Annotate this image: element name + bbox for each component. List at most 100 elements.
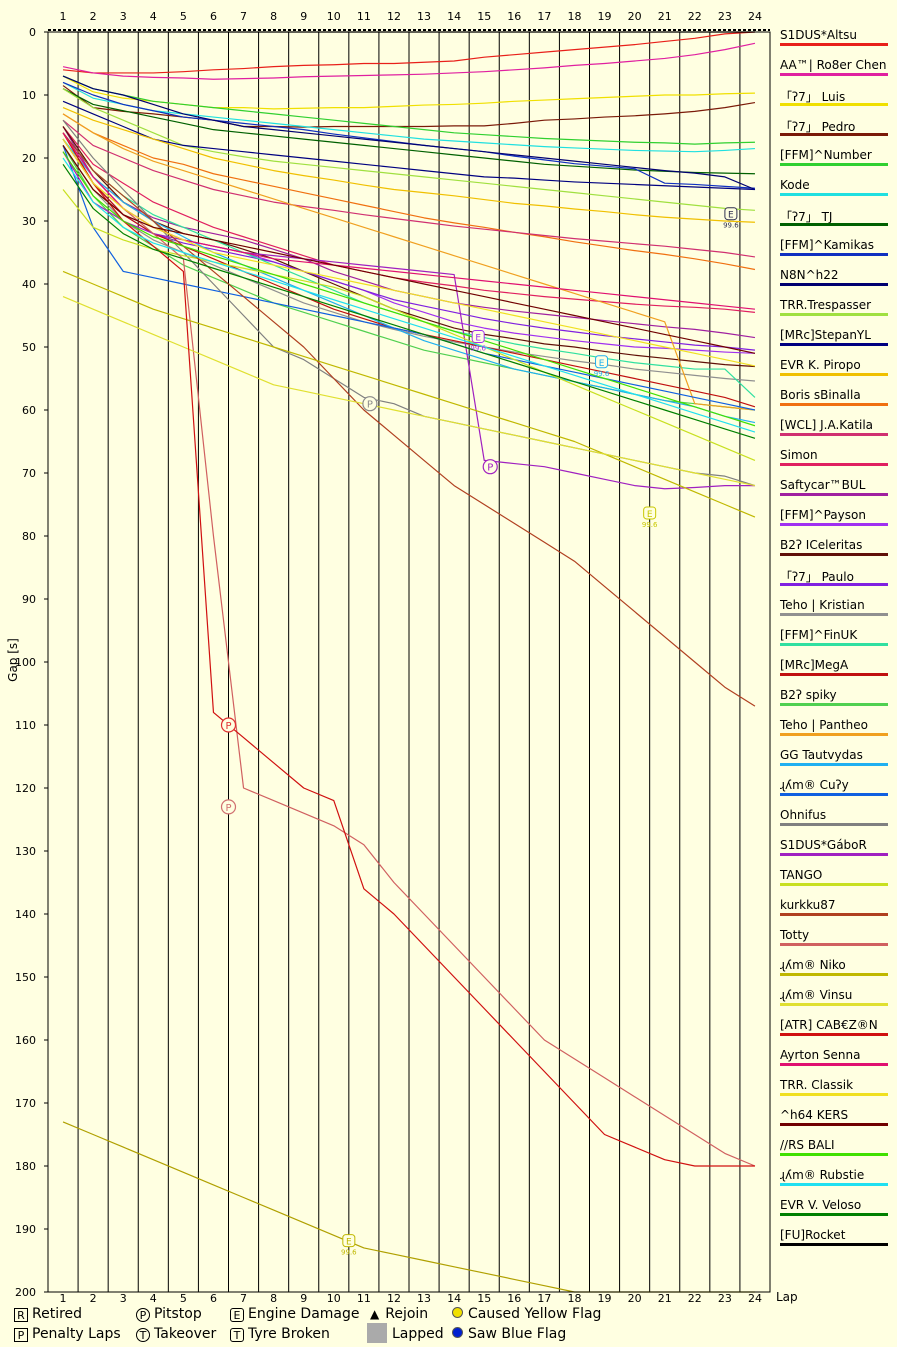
series-line <box>62 113 756 271</box>
legend-entry-label: 「ʔ7」 Luis <box>780 90 846 104</box>
legend-entry: Ohnifus <box>780 802 888 832</box>
y-tick-label: 50 <box>22 341 36 354</box>
tyre-broken-icon: T <box>230 1328 244 1342</box>
series-line <box>62 145 756 411</box>
y-tick-label: 160 <box>15 1034 36 1047</box>
legend-entry-swatch <box>780 373 888 376</box>
legend-entry: EVR V. Veloso <box>780 1192 888 1222</box>
legend-entry-swatch <box>780 943 888 946</box>
penalty-icon: P <box>14 1328 28 1342</box>
x-tick-label-bottom: 4 <box>150 1292 157 1305</box>
legend-entry-label: TRR.Trespasser <box>780 298 872 312</box>
legend-entry-swatch <box>780 793 888 796</box>
legend-entry-swatch <box>780 1183 888 1186</box>
y-tick-label: 80 <box>22 530 36 543</box>
legend-entry-swatch <box>780 823 888 826</box>
series-line <box>62 126 755 368</box>
legend-entry-label: Ohnifus <box>780 808 827 822</box>
legend-entry-swatch <box>780 763 888 766</box>
legend-entry-swatch <box>780 1153 888 1156</box>
x-tick-label-top: 5 <box>180 10 187 23</box>
legend-yellow-flag: Caused Yellow Flag <box>452 1306 601 1322</box>
legend-takeover: T Takeover <box>136 1326 216 1342</box>
legend-entry: Saftycar™BUL <box>780 472 888 502</box>
legend-entry: 「ʔ7」 Pedro <box>780 112 888 142</box>
x-tick-label-top: 16 <box>507 10 521 23</box>
legend-rejoin: ▲ Rejoin <box>370 1306 429 1322</box>
series-line <box>62 88 755 175</box>
series-line <box>62 132 755 1167</box>
legend-entry-swatch <box>780 553 888 556</box>
x-tick-label-bottom: 16 <box>507 1292 521 1305</box>
y-tick-label: 120 <box>15 782 36 795</box>
x-tick-label-top: 11 <box>357 10 371 23</box>
series-line <box>62 296 756 487</box>
y-axis-label: Gap [s] <box>6 638 20 682</box>
x-tick-label-bottom: 7 <box>240 1292 247 1305</box>
x-tick-label-bottom: 12 <box>387 1292 401 1305</box>
legend-entry-swatch <box>780 253 888 256</box>
legend-penalty: P Penalty Laps <box>14 1326 121 1342</box>
x-tick-label-top: 17 <box>537 10 551 23</box>
legend-entry: Teho | Pantheo <box>780 712 888 742</box>
legend-entry: TRR. Classik <box>780 1072 888 1102</box>
legend-entry-swatch <box>780 403 888 406</box>
legend-entry-swatch <box>780 1063 888 1066</box>
legend-entry-swatch <box>780 493 888 496</box>
legend-entry: Kode <box>780 172 888 202</box>
symbol-legend: R Retired P Penalty Laps P Pitstop T Takeove… <box>14 1306 614 1346</box>
legend-entry: [FU]Rocket <box>780 1222 888 1252</box>
x-tick-label-bottom: 23 <box>718 1292 732 1305</box>
engine-damage-value: 99.6 <box>341 1249 357 1257</box>
legend-entry-swatch <box>780 163 888 166</box>
series-line <box>62 100 755 191</box>
legend-retired: R Retired <box>14 1306 82 1322</box>
y-tick-label: 170 <box>15 1097 36 1110</box>
x-tick-label-top: 15 <box>477 10 491 23</box>
yellow-flag-icon <box>452 1307 463 1318</box>
x-tick-label-top: 22 <box>688 10 702 23</box>
legend-entry-swatch <box>780 1033 888 1036</box>
legend-entry-swatch <box>780 583 888 586</box>
y-tick-label: 180 <box>15 1160 36 1173</box>
series-line <box>62 107 755 223</box>
x-tick-label-bottom: 10 <box>327 1292 341 1305</box>
y-tick-label: 90 <box>22 593 36 606</box>
legend-entry-swatch <box>780 1243 888 1246</box>
takeover-icon: T <box>136 1328 150 1342</box>
x-tick-label-top: 19 <box>598 10 612 23</box>
legend-entry-swatch <box>780 223 888 226</box>
engine-damage-marker <box>471 330 485 344</box>
legend-tyre: T Tyre Broken <box>230 1326 330 1342</box>
legend-entry-label: Kode <box>780 178 810 192</box>
engine-damage-value: 99.6 <box>594 370 610 378</box>
legend-entry-swatch <box>780 703 888 706</box>
legend-entry-swatch <box>780 193 888 196</box>
legend-entry: Simon <box>780 442 888 472</box>
legend-entry-swatch <box>780 1213 888 1216</box>
x-tick-label-top: 10 <box>327 10 341 23</box>
legend-entry-label: EVR K. Piropo <box>780 358 861 372</box>
legend-entry-label: 「ʔ7」 TJ <box>780 210 833 224</box>
legend-entry: [WCL] J.A.Katila <box>780 412 888 442</box>
series-line <box>62 42 756 80</box>
legend-entry-label: TRR. Classik <box>780 1078 854 1092</box>
x-tick-label-bottom: 17 <box>537 1292 551 1305</box>
series-line <box>62 138 756 367</box>
x-tick-label-top: 2 <box>90 10 97 23</box>
legend-entry-swatch <box>780 43 888 46</box>
pitstop-marker <box>482 459 498 475</box>
legend-entry-swatch <box>780 643 888 646</box>
series-line <box>62 145 756 354</box>
engine-damage-value: 99.6 <box>470 345 486 353</box>
legend-entry-swatch <box>780 103 888 106</box>
legend-entry-swatch <box>780 133 888 136</box>
legend-entry-label: Simon <box>780 448 818 462</box>
legend-entry-label: [MRc]MegA <box>780 658 849 672</box>
engine-damage-marker <box>724 207 738 221</box>
engine-damage-value: 99.6 <box>723 222 739 230</box>
y-tick-label: 140 <box>15 908 36 921</box>
legend-entry-swatch <box>780 853 888 856</box>
legend-entry: [FFM]^Kamikas <box>780 232 888 262</box>
